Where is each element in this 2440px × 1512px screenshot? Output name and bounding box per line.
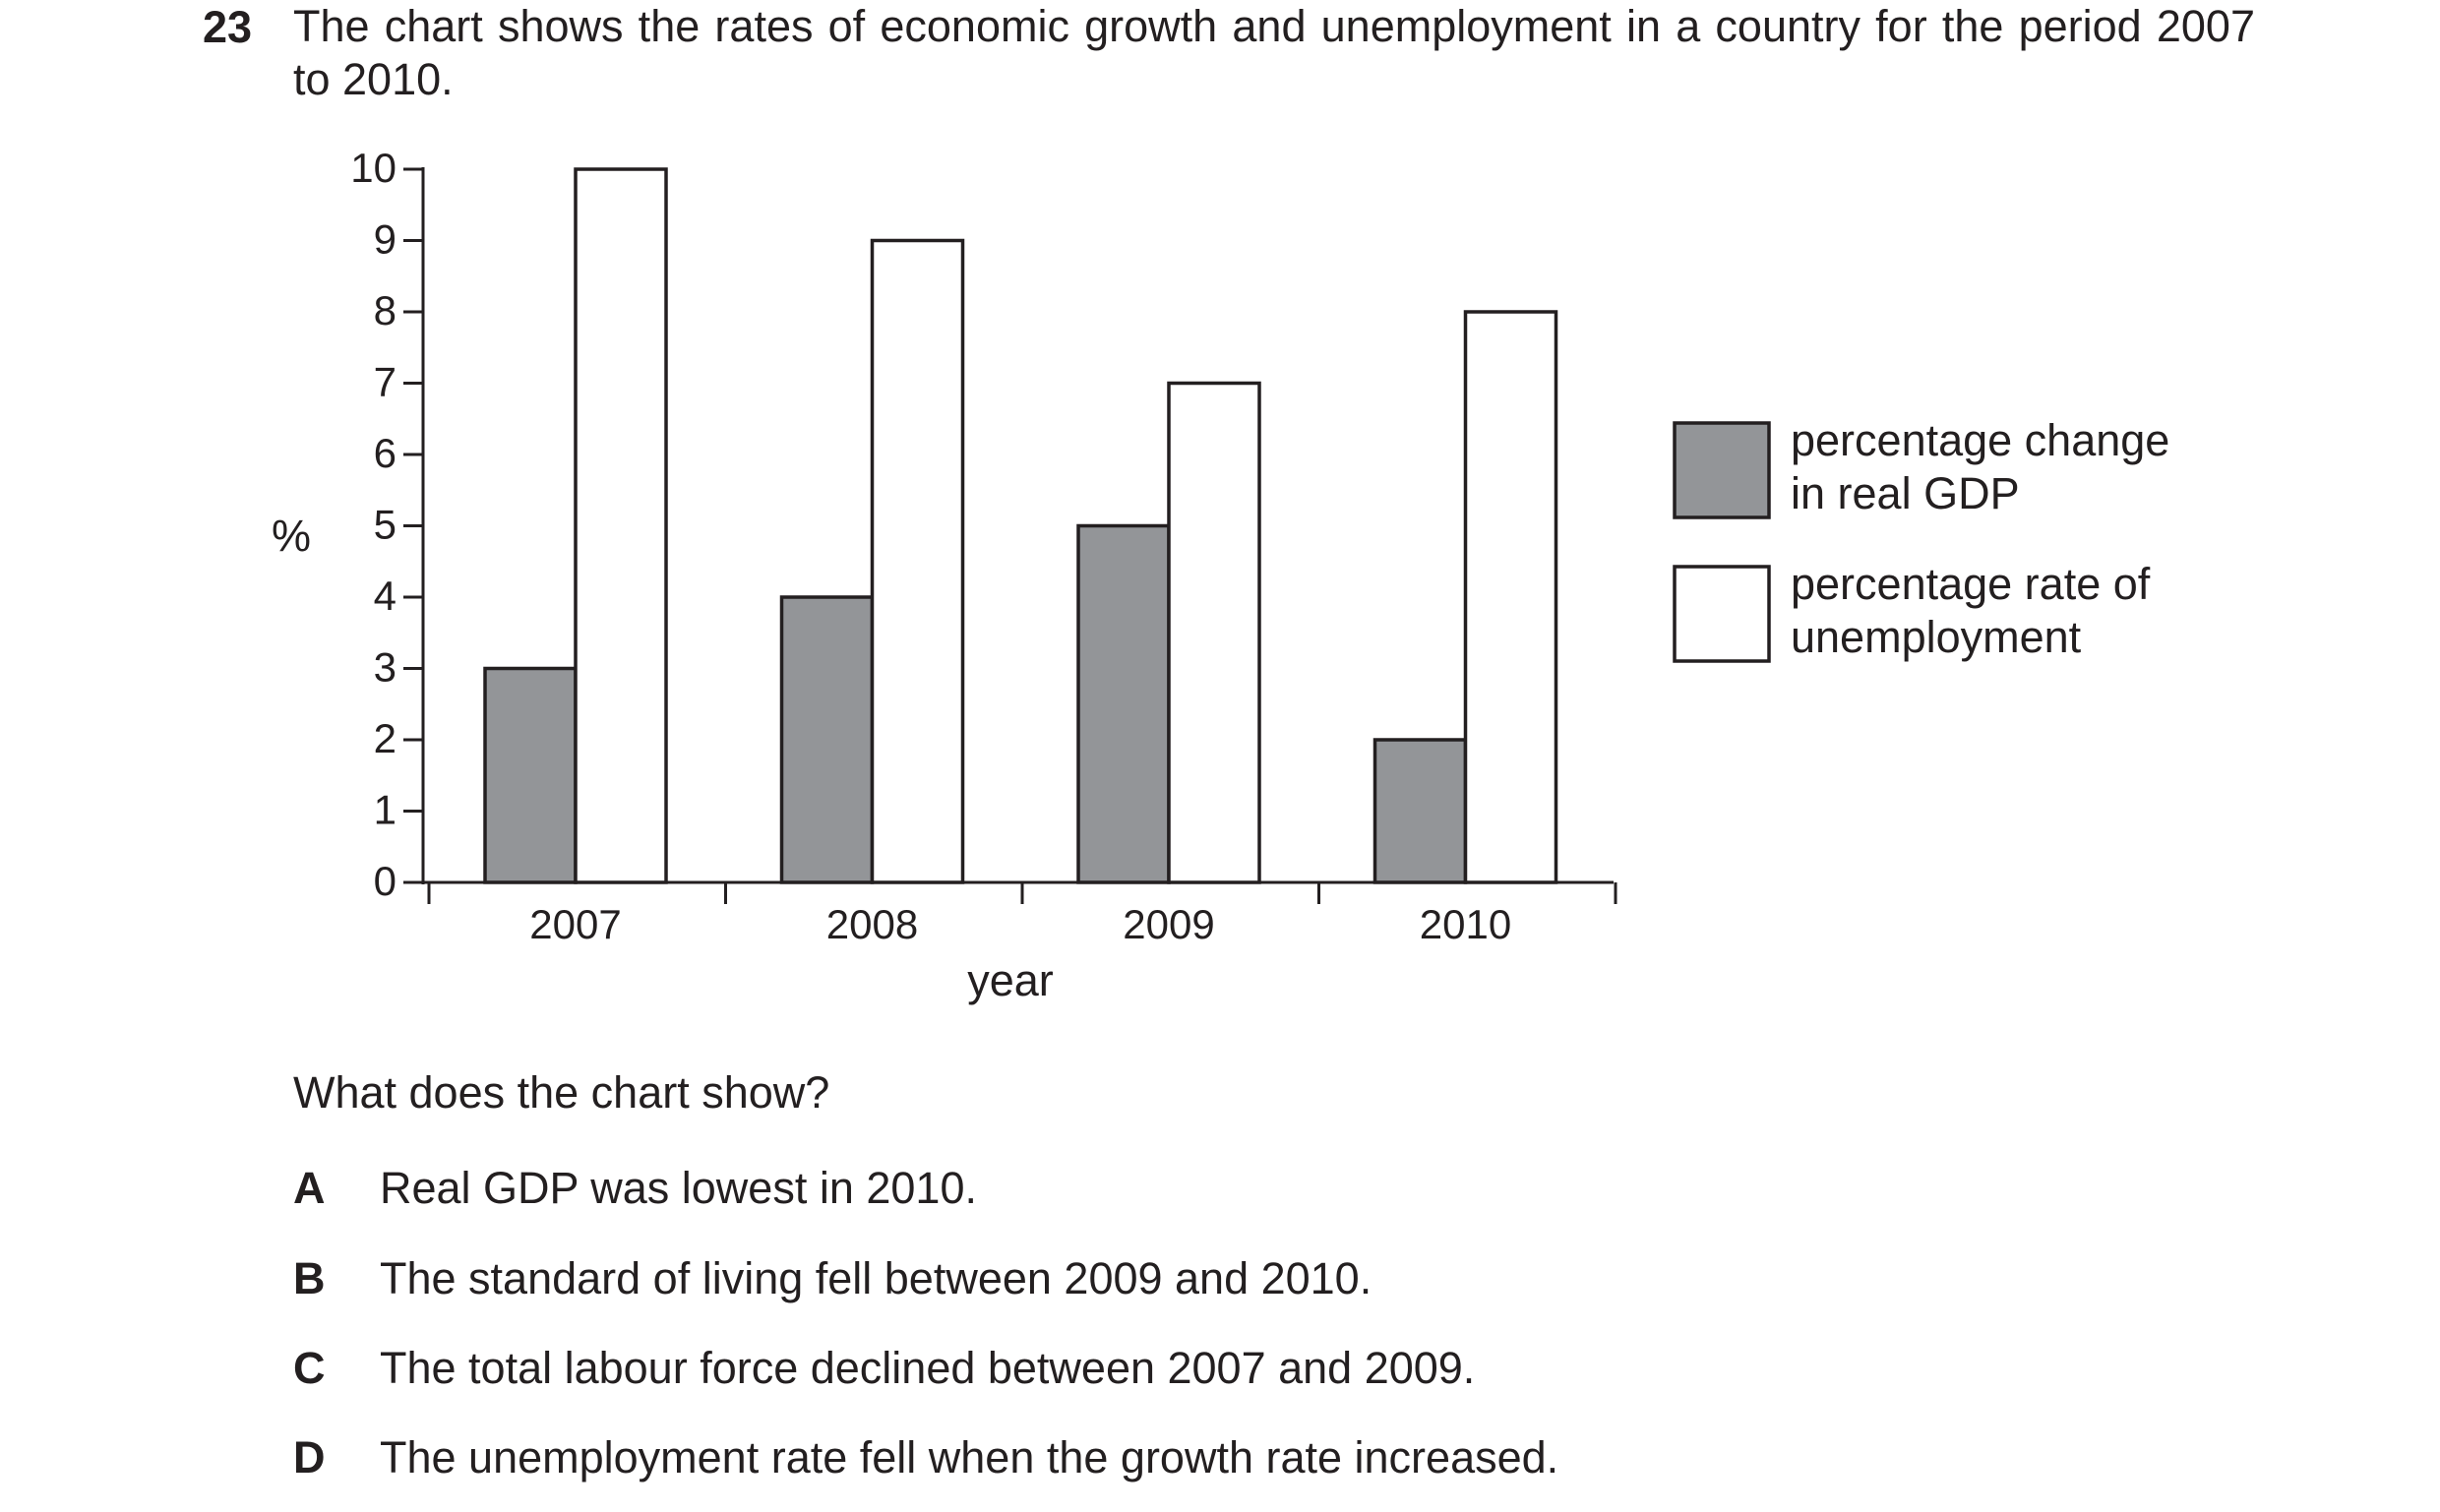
x-axis-label: year: [967, 955, 1054, 1005]
option-text: The unemployment rate fell when the grow…: [380, 1432, 1559, 1482]
option-letter: B: [293, 1253, 326, 1303]
option-c[interactable]: C The total labour force declined between…: [293, 1341, 1475, 1396]
bar-gdp-2008: [779, 595, 875, 884]
question-prompt: What does the chart show?: [293, 1067, 830, 1118]
question-stem: The chart shows the rates of economic gr…: [293, 1, 2255, 104]
y-tick-label-1: 1: [374, 787, 396, 833]
x-tick-label-2010: 2010: [1420, 901, 1511, 947]
question-number: 23: [203, 2, 253, 52]
option-letter: A: [293, 1163, 326, 1213]
bar-unemployment-2008: [870, 238, 965, 884]
option-text: The total labour force declined between …: [380, 1343, 1476, 1393]
legend-label-unemployment-line-2: unemployment: [1791, 612, 2082, 662]
legend-label-gdp-line-2: in real GDP: [1791, 468, 2020, 518]
option-d[interactable]: D The unemployment rate fell when the gro…: [293, 1430, 1558, 1485]
bar-gdp-2009: [1076, 523, 1171, 884]
y-tick-label-9: 9: [374, 216, 396, 263]
bar-gdp-2010: [1372, 738, 1468, 884]
option-letter: C: [293, 1343, 326, 1393]
y-tick-label-5: 5: [374, 502, 396, 548]
y-tick-label-7: 7: [374, 359, 396, 405]
legend-label-gdp-line-1: percentage change: [1791, 415, 2169, 465]
bar-unemployment-2007: [574, 167, 668, 884]
bar-chart: % year 0 1 2 3 4 5 6 7 8 9 10 2007 2008 2009 2010 perce…: [272, 145, 2169, 1005]
legend-swatch-unemployment: [1673, 565, 1771, 663]
y-tick-label-2: 2: [374, 715, 396, 761]
y-tick-label-4: 4: [374, 573, 396, 619]
bar-unemployment-2010: [1463, 310, 1558, 884]
option-text: The standard of living fell between 2009…: [380, 1253, 1372, 1303]
y-tick-label-8: 8: [374, 287, 396, 333]
legend-label-unemployment-line-1: percentage rate of: [1791, 559, 2151, 609]
y-tick-label-6: 6: [374, 430, 396, 476]
x-tick-label-2007: 2007: [529, 901, 621, 947]
bar-gdp-2007: [483, 666, 578, 884]
x-tick-label-2009: 2009: [1123, 901, 1214, 947]
legend-swatch-gdp: [1673, 421, 1771, 519]
option-letter: D: [293, 1432, 326, 1482]
y-tick-label-10: 10: [350, 145, 396, 191]
option-text: Real GDP was lowest in 2010.: [380, 1163, 977, 1213]
chart-plot-area: 0 1 2 3 4 5 6 7 8 9 10 2007 2008 2009 2010 percentage c…: [350, 145, 2169, 947]
option-b[interactable]: B The standard of living fell between 200…: [293, 1251, 1372, 1306]
bar-unemployment-2009: [1167, 381, 1261, 884]
option-a[interactable]: A Real GDP was lowest in 2010.: [293, 1161, 977, 1216]
y-tick-label-3: 3: [374, 644, 396, 691]
y-axis-label: %: [272, 511, 311, 561]
y-tick-label-0: 0: [374, 858, 396, 904]
x-tick-label-2008: 2008: [826, 901, 918, 947]
